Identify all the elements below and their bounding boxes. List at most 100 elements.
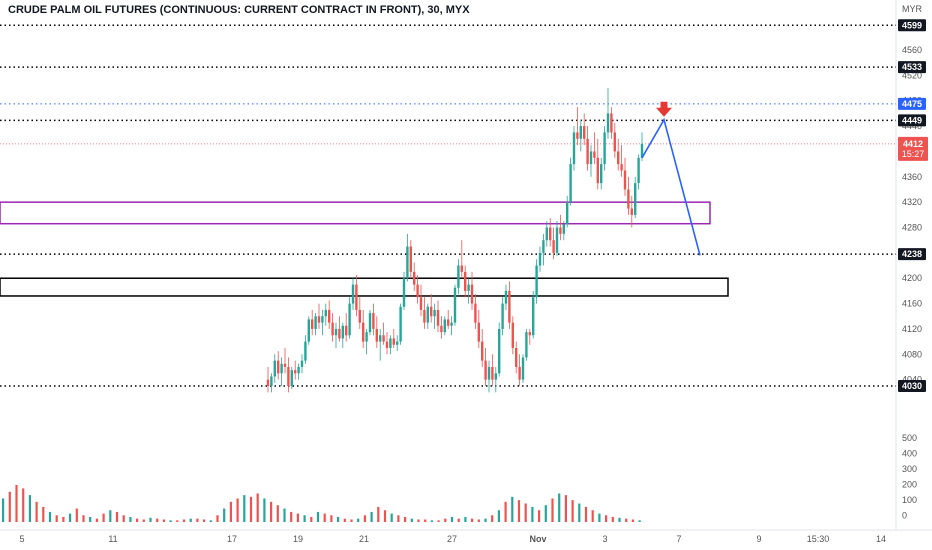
candle-body (552, 240, 555, 253)
volume-bar (437, 520, 440, 522)
volume-bar (109, 510, 112, 522)
volume-tick-label: 0 (902, 511, 907, 521)
volume-bar (69, 513, 72, 522)
price-tick-label: 4320 (902, 197, 922, 207)
candle-body (406, 246, 409, 279)
volume-bar (8, 491, 11, 522)
candle-body (467, 284, 470, 291)
candle-body (328, 309, 331, 323)
candle-body (450, 322, 453, 326)
candle-body (542, 240, 545, 253)
volume-bar (471, 518, 474, 522)
candle-body (562, 224, 565, 234)
volume-bar (182, 519, 186, 522)
volume-bar (383, 510, 387, 522)
projection-line (641, 117, 701, 256)
candle-body (559, 227, 562, 234)
volume-bar (316, 511, 320, 522)
volume-bar (189, 518, 192, 522)
candle-body (600, 164, 603, 184)
volume-bar (538, 510, 541, 522)
candle-body (596, 157, 599, 184)
volume-bar (457, 518, 460, 522)
volume-bar (578, 503, 581, 522)
candle-body (525, 332, 528, 358)
volume-bar (223, 508, 226, 522)
candle-body (477, 322, 480, 342)
candle-body (426, 306, 429, 323)
volume-bar (156, 518, 159, 522)
volume-bar (517, 500, 521, 522)
candle-body (304, 341, 307, 361)
black-zone (0, 277, 729, 297)
candle-body (266, 379, 270, 386)
volume-tick-label: 200 (902, 480, 917, 490)
volume-bar (397, 515, 400, 522)
price-tick-label: 4560 (902, 45, 922, 55)
candle-body (321, 316, 324, 323)
level-badge-label: 4475 (902, 99, 922, 109)
time-tick-label: 5 (19, 534, 24, 544)
price-axis-panel (896, 0, 932, 550)
volume-bar (169, 520, 172, 522)
volume-bar (216, 515, 219, 522)
candle-body (345, 325, 348, 336)
level-badge (898, 248, 926, 261)
candle-body (399, 306, 402, 342)
candle-body (521, 357, 525, 380)
candle-body (440, 325, 443, 333)
candle-body (637, 157, 640, 184)
volume-bar (638, 520, 641, 522)
candle-body (576, 132, 579, 139)
currency-label: MYR (902, 4, 922, 14)
volume-bar (417, 519, 420, 522)
level-badge (898, 97, 926, 110)
current-price-badge (898, 136, 928, 161)
candle-body (436, 309, 440, 326)
candle-body (396, 341, 399, 345)
volume-bar (22, 488, 25, 522)
volume-bar (303, 515, 306, 522)
time-tick-label: 3 (602, 534, 607, 544)
level-badge (898, 114, 926, 127)
volume-tick-label: 300 (902, 464, 917, 474)
candle-body (453, 287, 457, 323)
candle-body (579, 126, 582, 139)
volume-bar (531, 506, 534, 522)
candle-body (613, 132, 616, 152)
volume-bar (196, 518, 199, 522)
candle-body (423, 309, 426, 323)
volume-bar (82, 515, 85, 522)
volume-bar (484, 518, 487, 522)
candle-body (498, 328, 501, 374)
candle-body (382, 335, 385, 342)
level-badge-label: 4533 (902, 62, 922, 72)
candle-body (300, 360, 304, 367)
candle-body (351, 284, 355, 304)
time-tick-label: 9 (756, 534, 761, 544)
volume-bar (176, 520, 179, 522)
candle-body (379, 335, 382, 342)
candle-body (368, 313, 372, 333)
current-price-label: 4412 (903, 139, 923, 149)
volume-bar (464, 516, 467, 522)
candle-body (277, 360, 280, 374)
candle-body (375, 328, 378, 342)
volume-bar (263, 498, 266, 522)
candle-body (365, 332, 368, 342)
countdown-label: 15:27 (902, 149, 925, 159)
volume-bar (243, 495, 246, 522)
volume-bar (477, 519, 480, 522)
candle-body (627, 189, 630, 209)
candle-body (464, 271, 467, 291)
volume-bar (270, 501, 273, 522)
level-badge (898, 19, 926, 32)
time-tick-label: 14 (876, 534, 886, 544)
volume-bar (625, 518, 628, 522)
candle-body (572, 132, 576, 165)
volume-bar (75, 508, 78, 522)
candle-body (634, 183, 637, 215)
level-badge-label: 4238 (902, 249, 922, 259)
candle-body (297, 366, 300, 374)
